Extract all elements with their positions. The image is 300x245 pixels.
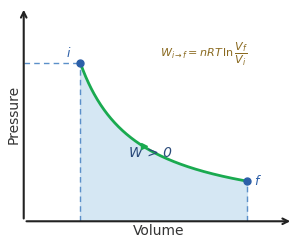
X-axis label: Volume: Volume: [133, 224, 184, 238]
Y-axis label: Pressure: Pressure: [7, 85, 21, 144]
Text: $W_{i\rightarrow f} = nRT\, \ln\dfrac{V_f}{V_i}$: $W_{i\rightarrow f} = nRT\, \ln\dfrac{V_…: [160, 41, 248, 68]
Text: W > 0: W > 0: [129, 146, 172, 160]
Text: i: i: [66, 47, 70, 60]
Text: f: f: [255, 175, 259, 188]
